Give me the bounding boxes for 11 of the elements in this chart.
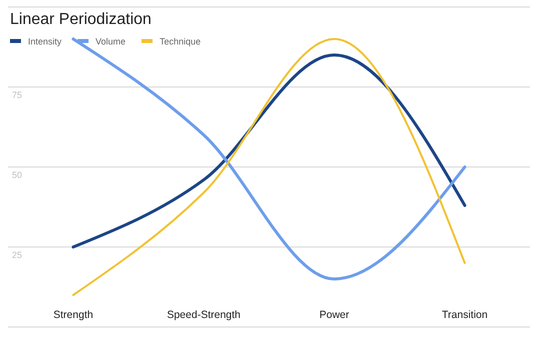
chart-title: Linear Periodization	[10, 11, 152, 28]
x-tick-label: Strength	[53, 309, 94, 321]
legend-label: Intensity	[28, 36, 62, 46]
y-tick-label: 75	[12, 90, 22, 100]
legend-label: Technique	[160, 36, 201, 46]
x-tick-label: Speed-Strength	[166, 309, 241, 321]
y-tick-label: 25	[12, 250, 22, 260]
x-tick-label: Transition	[442, 309, 488, 321]
legend-label: Volume	[96, 36, 126, 46]
x-tick-label: Power	[319, 309, 350, 321]
y-tick-label: 50	[12, 170, 22, 180]
